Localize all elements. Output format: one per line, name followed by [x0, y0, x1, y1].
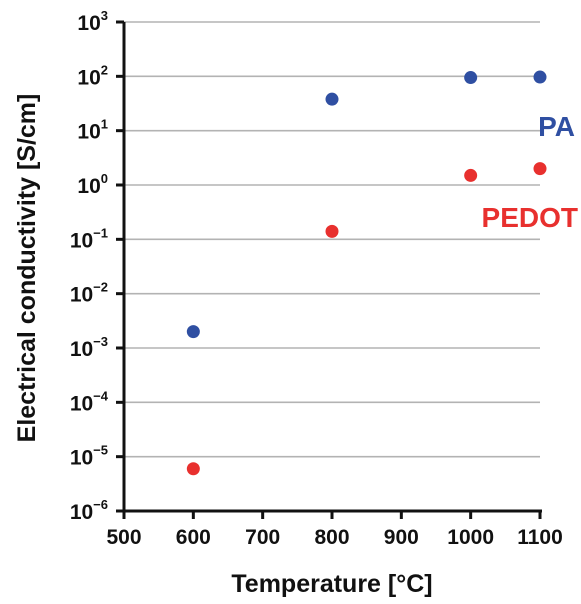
pedot-data-point: [325, 224, 339, 238]
y-tick-label: 10−6: [70, 497, 108, 524]
pedot-data-point: [186, 462, 200, 476]
y-tick-base: 10: [70, 501, 93, 524]
y-tick-base: 10: [70, 392, 93, 415]
y-tick-label: 10−5: [70, 443, 108, 470]
pa-series-label: PA: [538, 111, 575, 142]
y-tick-base: 10: [77, 66, 100, 89]
y-tick-label: 10−2: [70, 280, 108, 307]
y-tick-base: 10: [77, 12, 100, 35]
pa-data-point: [325, 92, 339, 106]
y-tick-exponent: −3: [93, 334, 108, 349]
y-tick-label: 100: [77, 171, 108, 198]
pa-data-point: [464, 71, 478, 85]
y-tick-exponent: −2: [93, 280, 108, 295]
y-tick-exponent: 2: [101, 62, 108, 77]
y-tick-label: 10−1: [70, 225, 108, 252]
pa-data-point: [533, 70, 547, 84]
y-tick-label: 102: [77, 62, 108, 89]
y-tick-base: 10: [70, 447, 93, 470]
axes: [116, 20, 542, 519]
pedot-series-label: PEDOT: [482, 202, 578, 233]
x-tick-label: 700: [245, 526, 280, 549]
y-tick-base: 10: [77, 121, 100, 144]
y-tick-exponent: 0: [101, 171, 108, 186]
grid-lines: [124, 21, 540, 458]
pedot-data-point: [464, 168, 478, 182]
pedot-data-point: [533, 162, 547, 176]
y-axis-title: Electrical conductivity [S/cm]: [13, 94, 41, 443]
x-tick-label: 900: [384, 526, 419, 549]
y-tick-exponent: 3: [101, 8, 108, 23]
y-tick-base: 10: [70, 284, 93, 307]
x-tick-label: 1100: [517, 526, 563, 549]
y-tick-label: 103: [77, 8, 108, 35]
x-tick-label: 600: [176, 526, 211, 549]
data-points: [186, 70, 547, 476]
y-tick-label: 10−4: [70, 388, 109, 415]
y-tick-base: 10: [77, 175, 100, 198]
y-tick-base: 10: [70, 338, 93, 361]
y-tick-exponent: −4: [93, 388, 109, 403]
x-axis-title: Temperature [°C]: [231, 570, 432, 598]
y-tick-exponent: −1: [93, 225, 108, 240]
y-tick-base: 10: [70, 229, 93, 252]
x-tick-labels: 500 600 700 800 900 1000 1100: [106, 526, 562, 549]
y-tick-exponent: −6: [93, 497, 108, 512]
series-labels: PA PEDOT: [482, 111, 578, 233]
y-tick-exponent: −5: [93, 443, 108, 458]
pa-data-point: [186, 325, 200, 339]
x-tick-label: 800: [314, 526, 349, 549]
x-tick-label: 1000: [447, 526, 494, 549]
y-tick-label: 10−3: [70, 334, 108, 361]
y-tick-label: 101: [77, 117, 108, 144]
y-tick-exponent: 1: [101, 117, 108, 132]
x-tick-label: 500: [106, 526, 141, 549]
